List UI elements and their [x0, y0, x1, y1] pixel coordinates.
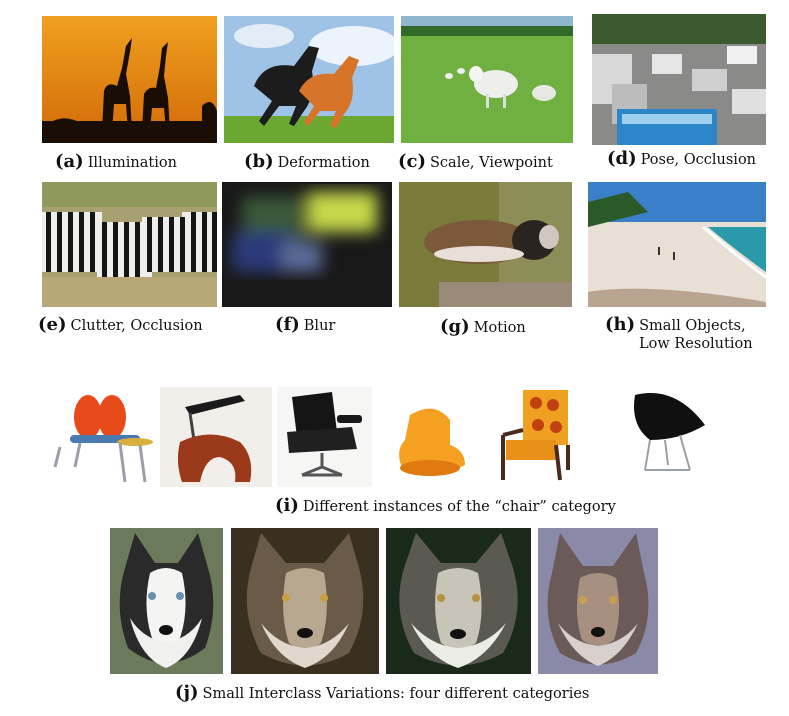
- caption-h: (h) Small Objects, Low Resolution: [605, 314, 753, 353]
- wolf-image-2: [386, 528, 531, 674]
- caption-i: (i) Different instances of the “chair” ca…: [275, 495, 616, 516]
- chair-image-2: [160, 387, 272, 487]
- wolf-image-1: [231, 528, 379, 674]
- husky-image: [110, 528, 223, 674]
- chair-image-6: [620, 385, 715, 485]
- caption-f: (f) Blur: [275, 314, 336, 335]
- chair-image-1: [50, 387, 155, 487]
- chair-image-3: [277, 387, 372, 487]
- caption-c: (c) Scale, Viewpoint: [398, 151, 553, 172]
- coyote-image: [538, 528, 658, 674]
- motion-image: [399, 182, 572, 307]
- caption-a: (a) Illumination: [55, 151, 177, 172]
- caption-g: (g) Motion: [440, 316, 526, 337]
- clutter-occlusion-image: [42, 182, 217, 307]
- blur-image: [222, 182, 392, 307]
- chair-image-5: [498, 385, 576, 485]
- small-objects-image: [588, 182, 766, 307]
- caption-e: (e) Clutter, Occlusion: [38, 314, 203, 335]
- caption-d: (d) Pose, Occlusion: [607, 148, 757, 169]
- deformation-image: [224, 16, 394, 143]
- illumination-image: [42, 16, 217, 143]
- chair-image-4: [390, 400, 480, 480]
- scale-viewpoint-image: [401, 16, 573, 143]
- caption-b: (b) Deformation: [244, 151, 370, 172]
- caption-j: (j) Small Interclass Variations: four dif…: [175, 682, 590, 703]
- pose-occlusion-image: [592, 14, 766, 145]
